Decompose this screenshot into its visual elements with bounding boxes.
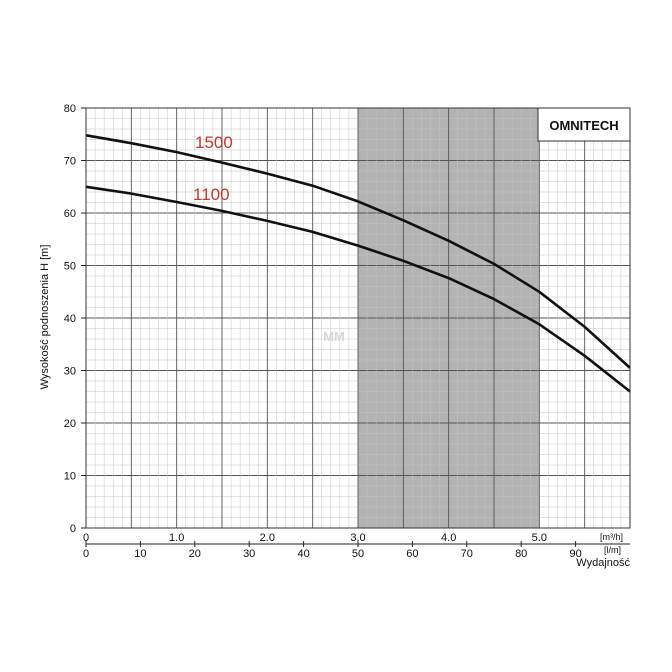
x-tick-label-lpm: 90 [569, 548, 581, 560]
data-point-1500 [538, 291, 540, 293]
y-tick-label: 40 [64, 313, 76, 325]
data-point-1100 [130, 192, 132, 195]
plot-frame [85, 107, 631, 529]
x-tick-label-m3h: 5.0 [532, 532, 547, 544]
x-tick-label-lpm: 30 [243, 548, 255, 560]
data-point-1500 [312, 185, 314, 187]
x-tick-label-m3h: 2.0 [260, 532, 275, 544]
x-unit-bottom-label: [l/m] [604, 545, 621, 555]
x-axis-title: Wydajność [576, 557, 630, 569]
series-label-1500: 1500 [195, 133, 233, 152]
data-point-1100 [312, 231, 314, 233]
brand-label: OMNITECH [549, 118, 618, 133]
y-tick-label: 60 [64, 208, 76, 220]
x-tick-label-m3h: 4.0 [441, 532, 456, 544]
x-tick-label-lpm: 70 [461, 548, 473, 560]
brand-box [537, 107, 631, 142]
x-tick-label-lpm: 10 [134, 548, 146, 560]
x-tick-label-lpm: 20 [189, 548, 201, 560]
y-tick-label: 70 [64, 156, 76, 168]
data-point-1500 [221, 162, 223, 164]
data-point-1500 [584, 326, 586, 328]
data-point-1100 [538, 323, 540, 325]
y-axis-title: Wysokość podnoszenia H [m] [39, 245, 51, 390]
y-tick-label: 50 [64, 261, 76, 273]
watermark-label: MM [323, 329, 345, 344]
data-point-1100 [357, 244, 359, 247]
y-tick-label: 10 [64, 471, 76, 483]
data-point-1100 [176, 201, 178, 203]
data-point-1500 [493, 263, 495, 265]
data-point-1100 [448, 277, 450, 279]
x-tick-label-m3h: 3.0 [350, 532, 365, 544]
x-tick-label-lpm: 0 [83, 548, 89, 560]
data-point-1500 [402, 219, 404, 221]
data-point-1100 [402, 260, 404, 262]
x-tick-label-m3h: 0 [83, 532, 89, 544]
x-tick-label-lpm: 50 [352, 548, 364, 560]
y-tick-label: 80 [64, 103, 76, 115]
data-point-1500 [176, 151, 178, 153]
data-point-1500 [357, 200, 359, 203]
data-point-1500 [448, 240, 450, 242]
x-tick-label-lpm: 60 [406, 548, 418, 560]
data-point-1100 [266, 220, 268, 222]
data-point-1500 [130, 142, 132, 144]
data-point-1100 [493, 298, 495, 300]
data-point-1100 [221, 210, 223, 212]
x-unit-top-label: [m³/h] [600, 532, 623, 542]
x-tick-label-m3h: 1.0 [169, 532, 184, 544]
data-point-1500 [266, 173, 268, 175]
data-point-1100 [584, 355, 586, 357]
y-tick-label: 30 [64, 366, 76, 378]
series-label-1100: 1100 [193, 185, 230, 204]
x-tick-label-lpm: 40 [297, 548, 309, 560]
x-tick-label-lpm: 80 [515, 548, 527, 560]
y-tick-label: 0 [70, 523, 76, 535]
y-tick-label: 20 [64, 418, 76, 430]
